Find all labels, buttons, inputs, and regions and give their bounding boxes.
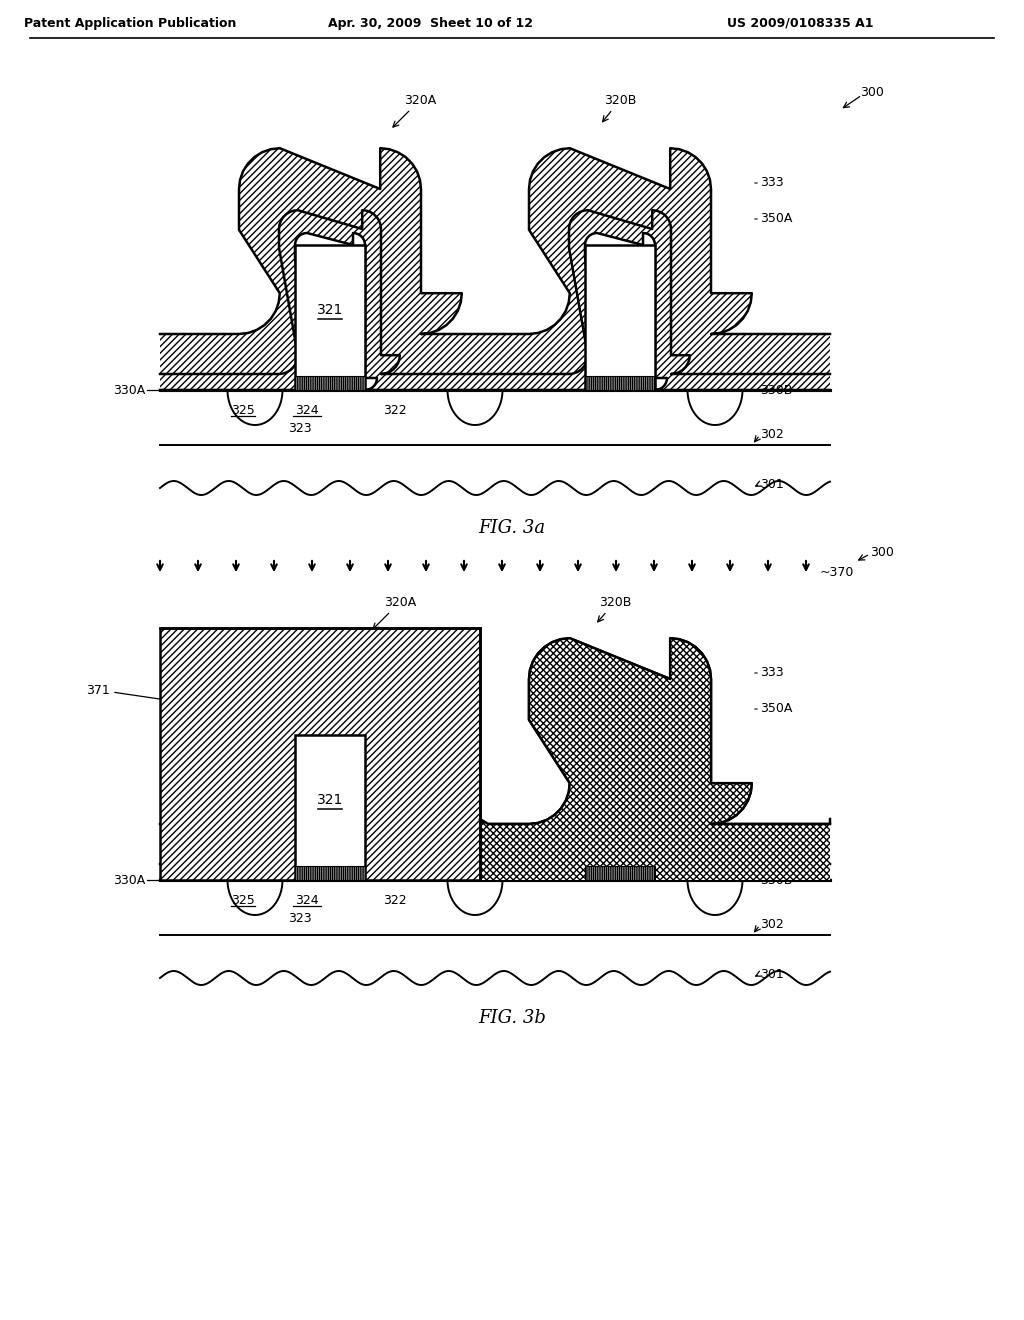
Bar	[585, 246, 655, 389]
Text: US 2009/0108335 A1: US 2009/0108335 A1	[727, 16, 873, 29]
Text: 321: 321	[316, 793, 343, 808]
Text: 324: 324	[295, 894, 318, 907]
Text: 330B: 330B	[760, 874, 793, 887]
Bar	[160, 628, 480, 880]
Text: 323: 323	[288, 912, 312, 924]
Text: 333: 333	[760, 177, 783, 190]
Text: 300: 300	[870, 546, 894, 560]
Text: 323: 323	[288, 421, 312, 434]
Text: FIG. 3b: FIG. 3b	[478, 1008, 546, 1027]
Text: 301: 301	[760, 478, 783, 491]
Text: 320A: 320A	[373, 595, 416, 630]
Text: 325: 325	[231, 894, 255, 907]
Bar	[585, 376, 655, 389]
Text: ~370: ~370	[820, 566, 854, 579]
Text: Apr. 30, 2009  Sheet 10 of 12: Apr. 30, 2009 Sheet 10 of 12	[328, 16, 532, 29]
Text: Patent Application Publication: Patent Application Publication	[24, 16, 237, 29]
Text: 325: 325	[231, 404, 255, 417]
Polygon shape	[160, 148, 830, 374]
Text: 302: 302	[760, 429, 783, 441]
Bar	[295, 866, 365, 880]
Text: 350A: 350A	[760, 213, 793, 226]
Text: 330B: 330B	[760, 384, 793, 396]
Text: FIG. 3a: FIG. 3a	[478, 519, 546, 537]
Polygon shape	[160, 638, 830, 865]
Polygon shape	[480, 638, 830, 880]
Polygon shape	[160, 210, 830, 389]
Bar	[295, 376, 365, 389]
Bar	[295, 246, 365, 389]
Text: 301: 301	[760, 968, 783, 981]
Polygon shape	[160, 700, 830, 880]
Text: 333: 333	[760, 667, 783, 680]
Text: 321: 321	[316, 304, 343, 317]
Text: 330A: 330A	[113, 874, 145, 887]
Text: 371: 371	[86, 684, 110, 697]
Bar	[295, 735, 365, 880]
Text: 350A: 350A	[760, 702, 793, 715]
Bar	[585, 735, 655, 880]
Text: 322: 322	[383, 894, 407, 907]
Text: 320B: 320B	[598, 595, 631, 622]
Text: 330A: 330A	[113, 384, 145, 396]
Text: 320A: 320A	[393, 94, 436, 127]
Text: 302: 302	[760, 919, 783, 932]
Bar	[585, 866, 655, 880]
Text: 322: 322	[383, 404, 407, 417]
Text: 320B: 320B	[602, 94, 636, 121]
Text: 300: 300	[860, 86, 884, 99]
Text: 324: 324	[295, 404, 318, 417]
